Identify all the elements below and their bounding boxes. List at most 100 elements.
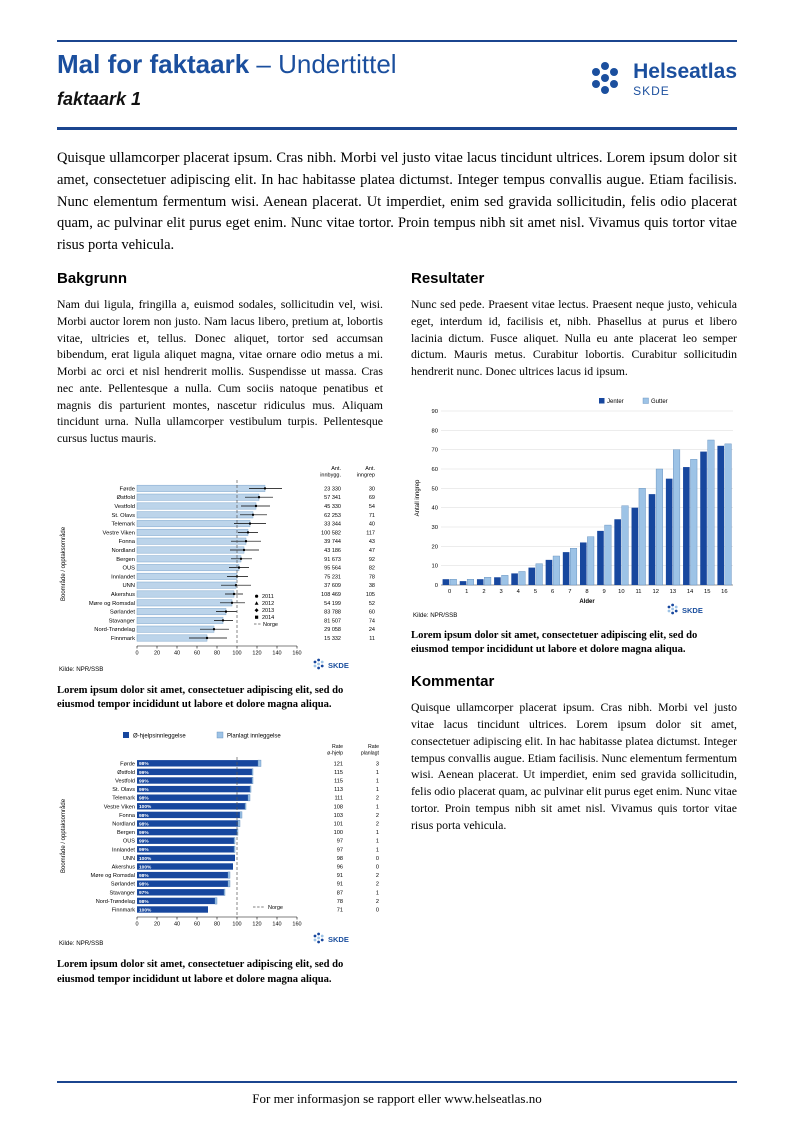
svg-text:100: 100 (232, 650, 241, 656)
bar-ohjelp (137, 786, 250, 793)
chart-atlas-rates: Boområde / opptaksområde Ant. innbygg. Ant.… (57, 460, 383, 676)
svg-text:OUS: OUS (122, 565, 135, 571)
svg-text:Møre og Romsdal: Møre og Romsdal (91, 873, 135, 879)
svg-text:54 199: 54 199 (324, 601, 341, 607)
bar-row (136, 572, 238, 580)
svg-text:98%: 98% (139, 882, 149, 888)
svg-text:Innlandet: Innlandet (112, 848, 135, 854)
svg-text:Møre og Romsdal: Møre og Romsdal (89, 601, 135, 607)
bakgrunn-paragraph: Nam dui ligula, fringilla a, euismod sod… (57, 297, 383, 445)
svg-text:140: 140 (272, 650, 281, 656)
header: Mal for faktaark – Undertittel faktaark … (57, 49, 737, 110)
svg-text:1: 1 (376, 891, 379, 897)
bar-row (136, 537, 247, 545)
svg-text:52: 52 (369, 601, 375, 607)
bar-jenter (511, 573, 518, 585)
svg-text:113: 113 (334, 787, 343, 793)
svg-text:45 330: 45 330 (324, 504, 341, 510)
svg-text:108 469: 108 469 (321, 592, 341, 598)
svg-text:120: 120 (252, 650, 261, 656)
svg-text:0: 0 (435, 583, 438, 589)
bar-ohjelp (137, 760, 258, 767)
bar-jenter (476, 578, 484, 585)
svg-text:3: 3 (500, 589, 503, 595)
bar-ohjelp (137, 829, 237, 836)
bar-ohjelp (137, 872, 228, 879)
svg-text:91: 91 (337, 873, 343, 879)
svg-text:47: 47 (369, 548, 375, 554)
svg-text:3: 3 (376, 762, 379, 768)
svg-text:13: 13 (670, 589, 676, 595)
bar-ohjelp (137, 889, 224, 896)
svg-text:23 330: 23 330 (324, 486, 341, 492)
bar-gutter (690, 458, 698, 585)
skde-logo: SKDE (313, 932, 349, 944)
bar-gutter (621, 505, 629, 585)
svg-text:100: 100 (334, 830, 343, 836)
bar-gutter (604, 524, 612, 585)
svg-text:100%: 100% (139, 856, 152, 862)
bar-planlagt (223, 889, 226, 897)
svg-text:81 507: 81 507 (324, 618, 341, 624)
svg-text:Ø-hjelpsinnleggelse: Ø-hjelpsinnleggelse (133, 734, 186, 740)
bar-row (136, 599, 233, 607)
svg-text:40: 40 (369, 521, 375, 527)
svg-text:98%: 98% (139, 822, 149, 828)
svg-text:70: 70 (432, 447, 438, 453)
svg-text:Bergen: Bergen (117, 830, 135, 836)
svg-text:103: 103 (334, 813, 343, 819)
svg-text:99%: 99% (139, 770, 149, 776)
svg-text:15: 15 (704, 589, 710, 595)
svg-text:97: 97 (337, 848, 343, 854)
svg-text:Stavanger: Stavanger (109, 618, 135, 624)
svg-text:99%: 99% (139, 779, 149, 785)
svg-text:40: 40 (174, 650, 180, 656)
svg-text:38: 38 (369, 583, 375, 589)
bar-gutter (449, 578, 457, 585)
bar-ohjelp (137, 906, 208, 914)
bar-ohjelp (137, 769, 252, 776)
svg-text:2: 2 (376, 813, 379, 819)
bar-planlagt (237, 820, 241, 828)
svg-text:1: 1 (376, 839, 379, 845)
svg-text:10: 10 (618, 589, 624, 595)
svg-text:St. Olavs: St. Olavs (111, 513, 135, 519)
svg-text:97: 97 (337, 839, 343, 845)
bar-row (136, 555, 242, 562)
svg-text:Norge: Norge (263, 622, 278, 628)
bar-row (136, 616, 224, 624)
heading-bakgrunn: Bakgrunn (57, 270, 128, 287)
svg-text:0: 0 (135, 922, 138, 928)
svg-text:9: 9 (603, 589, 606, 595)
bar-row (136, 528, 249, 536)
svg-text:Østfold: Østfold (117, 495, 135, 501)
bar-planlagt (251, 768, 254, 776)
bar-row (136, 502, 257, 510)
svg-text:99%: 99% (139, 848, 149, 854)
svg-text:20: 20 (154, 922, 160, 928)
bar-jenter (545, 559, 553, 585)
bar-row (136, 546, 245, 554)
bar-ohjelp (137, 812, 240, 819)
legend-swatch-jenter (599, 397, 605, 404)
skde-logo: SKDE (313, 658, 349, 670)
source-label: Kilde: NPR/SSB (59, 666, 103, 673)
svg-text:St. Olavs: St. Olavs (112, 787, 135, 793)
y-axis-label: Antall inngrep (415, 479, 421, 516)
svg-text:39 744: 39 744 (324, 539, 341, 545)
svg-text:ø-hjelp: ø-hjelp (327, 751, 343, 757)
content-columns: Bakgrunn Nam dui ligula, fringilla a, eu… (57, 270, 737, 1003)
svg-text:50: 50 (432, 486, 438, 492)
svg-text:15 332: 15 332 (324, 636, 341, 642)
svg-text:43: 43 (369, 539, 375, 545)
svg-text:1: 1 (376, 779, 379, 785)
svg-text:0: 0 (376, 856, 379, 862)
svg-text:Finnmark: Finnmark (112, 908, 136, 914)
svg-text:1: 1 (465, 589, 468, 595)
svg-text:Rate: Rate (368, 744, 379, 750)
svg-text:Vestfold: Vestfold (115, 779, 135, 785)
bar-planlagt (239, 811, 243, 819)
svg-text:Sørlandet: Sørlandet (111, 882, 136, 888)
svg-text:Nord-Trøndelag: Nord-Trøndelag (94, 627, 135, 633)
bar-gutter (518, 571, 526, 585)
